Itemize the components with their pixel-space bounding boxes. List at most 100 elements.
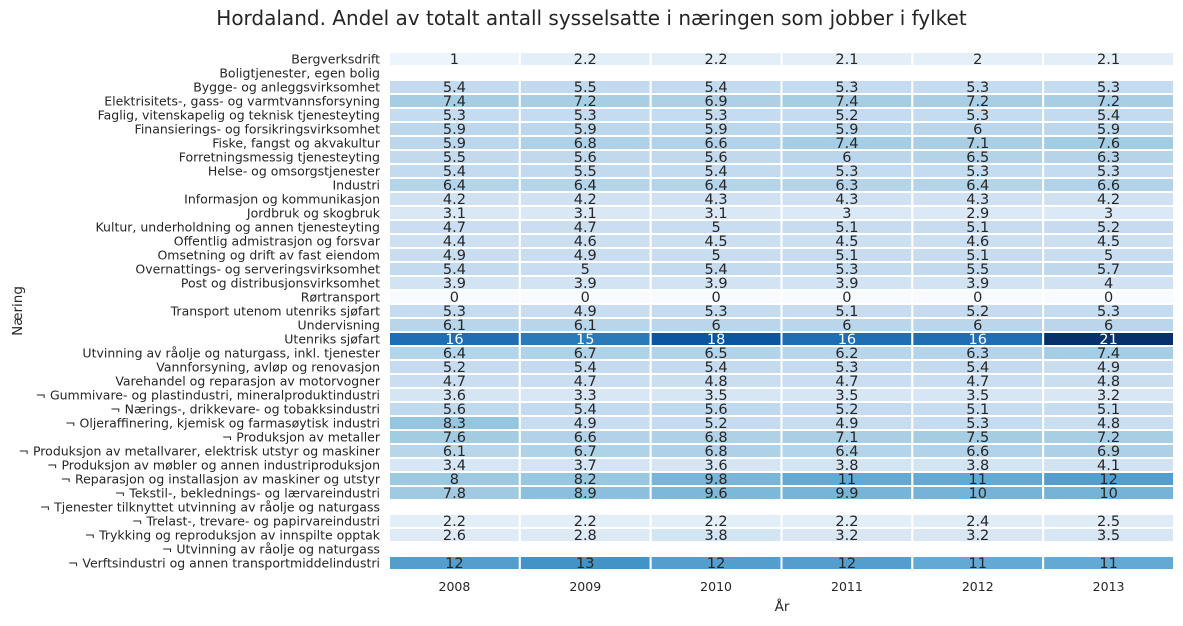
cell-value-label: 4.9: [835, 416, 858, 432]
cell-value-label: 4.9: [574, 248, 597, 264]
cell-value-label: 7.2: [574, 94, 597, 110]
heatmap-cell: [1042, 527, 1175, 543]
row-label: Kultur, underholdning og annen tjenestey…: [95, 220, 380, 235]
row-label: Bygge- og anleggsvirksomhet: [193, 80, 380, 95]
cell-value-label: 8.3: [443, 416, 466, 432]
cell-value-label: 8.2: [574, 472, 597, 488]
cell-value-label: 9.9: [835, 486, 858, 502]
cell-value-label: 6.5: [966, 150, 989, 166]
cell-value-label: 4.9: [1097, 360, 1120, 376]
cell-value-label: 4.4: [443, 234, 466, 250]
cell-value-label: 3.1: [705, 206, 728, 222]
row-label: ¬ Utvinning av råolje og naturgass: [162, 542, 380, 557]
row-label: Vannforsyning, avløp og renovasjon: [156, 360, 380, 375]
row-label: Undervisning: [298, 318, 380, 333]
row-label: Utvinning av råolje og naturgass, inkl. …: [82, 346, 380, 361]
row-label: ¬ Produksjon av møbler og annen industri…: [47, 458, 380, 473]
cell-value-label: 5.4: [443, 164, 466, 180]
cell-value-label: 5.3: [835, 360, 858, 376]
cell-value-label: 3.5: [705, 388, 728, 404]
cell-value-label: 4.9: [574, 304, 597, 320]
cell-value-label: 4.7: [574, 220, 597, 236]
cell-value-label: 2.2: [835, 514, 858, 530]
cell-value-label: 3.8: [966, 458, 989, 474]
cell-value-label: 6.8: [705, 444, 728, 460]
cell-value-label: 4.1: [1097, 458, 1120, 474]
cell-value-label: 6.4: [966, 178, 989, 194]
cell-value-label: 7.2: [1097, 94, 1120, 110]
cell-value-label: 3.4: [443, 458, 466, 474]
x-axis-title: År: [775, 598, 790, 615]
cell-value-label: 2.2: [443, 514, 466, 530]
cell-value-label: 5.3: [1097, 164, 1120, 180]
cell-value-label: 4.8: [1097, 374, 1120, 390]
cell-value-label: 11: [1099, 556, 1117, 572]
cell-value-label: 2: [973, 52, 982, 68]
cell-value-label: 5.4: [966, 360, 989, 376]
cell-value-label: 5.1: [1097, 402, 1120, 418]
cell-value-label: 2.8: [574, 528, 597, 544]
row-label: Helse- og omsorgstjenester: [208, 164, 381, 179]
cell-value-label: 5.6: [705, 402, 728, 418]
cell-value-label: 7.2: [1097, 430, 1120, 446]
cell-value-label: 7.5: [966, 430, 989, 446]
cell-value-label: 4.5: [705, 234, 728, 250]
row-label: Utenriks sjøfart: [284, 332, 380, 347]
cell-value-label: 6: [842, 318, 851, 334]
column-label: 2012: [962, 579, 994, 594]
row-label: ¬ Produksjon av metaller: [222, 430, 381, 445]
cell-value-label: 5.2: [705, 416, 728, 432]
cell-value-label: 11: [969, 556, 987, 572]
cell-value-label: 4.8: [1097, 416, 1120, 432]
column-labels: 2008 2009 2010 2011 2012 2013: [439, 579, 1125, 594]
cell-value-label: 5.1: [966, 248, 989, 264]
cell-value-label: 5.4: [443, 80, 466, 96]
row-label: Post og distribusjonsvirksomhet: [181, 276, 380, 291]
cell-value-label: 3.3: [574, 388, 597, 404]
cell-value-label: 5.3: [1097, 80, 1120, 96]
cell-value-label: 0: [711, 290, 720, 306]
heatmap-cell: [1042, 485, 1175, 501]
cell-value-label: 5.3: [705, 304, 728, 320]
cell-value-label: 2.2: [705, 52, 728, 68]
cell-value-label: 0: [581, 290, 590, 306]
cell-value-label: 5.4: [705, 80, 728, 96]
row-label: Offentlig admistrasjon og forsvar: [174, 234, 381, 249]
cell-value-label: 16: [838, 332, 856, 348]
cell-value-label: 6.6: [1097, 178, 1120, 194]
cell-value-label: 2.2: [705, 514, 728, 530]
cell-value-label: 5: [711, 220, 720, 236]
cell-value-label: 16: [969, 332, 987, 348]
heatmap-cell: [1042, 51, 1175, 67]
cell-value-label: 6.6: [705, 136, 728, 152]
cell-value-label: 21: [1099, 332, 1117, 348]
cell-value-label: 4.5: [835, 234, 858, 250]
cell-value-label: 12: [445, 556, 463, 572]
cell-value-label: 11: [969, 472, 987, 488]
cell-value-label: 12: [1099, 472, 1117, 488]
cell-value-label: 5.7: [1097, 262, 1120, 278]
heatmap-cell: [1042, 555, 1175, 571]
cell-value-label: 5.1: [835, 220, 858, 236]
cell-value-label: 5.6: [705, 150, 728, 166]
cell-value-label: 16: [445, 332, 463, 348]
cell-value-label: 5.3: [835, 164, 858, 180]
row-label: ¬ Tekstil-, beklednings- og lærvareindus…: [115, 486, 380, 501]
cell-value-label: 6.4: [443, 178, 466, 194]
cell-value-label: 3.8: [835, 458, 858, 474]
cell-value-label: 5.9: [1097, 122, 1120, 138]
cell-value-label: 7.4: [1097, 346, 1120, 362]
cell-value-label: 6.1: [443, 444, 466, 460]
cell-value-label: 5.3: [966, 108, 989, 124]
cell-value-label: 5.4: [574, 360, 597, 376]
cell-value-label: 5.3: [574, 108, 597, 124]
y-axis-title: Næring: [10, 286, 26, 336]
cell-value-label: 5.3: [835, 262, 858, 278]
row-label: Forretningsmessig tjenesteyting: [179, 150, 380, 165]
cell-value-label: 4.2: [443, 192, 466, 208]
cell-value-label: 10: [1099, 486, 1117, 502]
cell-value-label: 4.3: [705, 192, 728, 208]
cell-value-label: 4.3: [835, 192, 858, 208]
cell-value-label: 7.1: [966, 136, 989, 152]
